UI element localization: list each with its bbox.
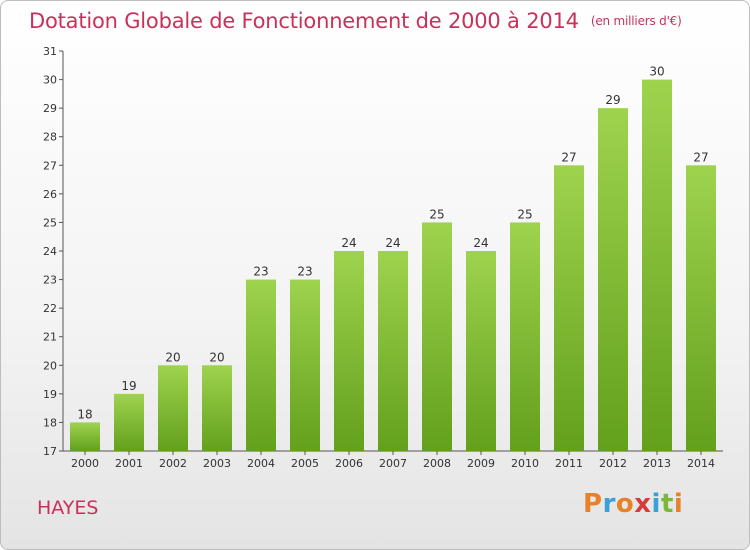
bar-2004[interactable] (246, 279, 276, 451)
data-label-2001: 19 (121, 379, 136, 393)
y-tick-label: 29 (43, 102, 57, 115)
logo-letter: t (660, 489, 674, 519)
chart-data-labels: 18 19 20 20 23 23 24 24 25 24 25 27 29 30 27 (77, 65, 708, 422)
y-tick-label: 18 (43, 416, 57, 429)
data-label-2014: 27 (693, 150, 708, 164)
x-tick-label: 2012 (599, 457, 627, 470)
logo-letter: i (651, 489, 661, 519)
data-label-2010: 25 (517, 207, 532, 221)
chart-title-text: Dotation Globale de Fonctionnement de 20… (29, 9, 579, 33)
logo-letter: o (615, 489, 635, 519)
bar-2009[interactable] (466, 251, 496, 451)
data-label-2011: 27 (561, 150, 576, 164)
data-label-2012: 29 (605, 93, 620, 107)
x-tick-label: 2000 (71, 457, 99, 470)
data-label-2000: 18 (77, 407, 92, 421)
y-tick-label: 20 (43, 359, 57, 372)
x-tick-label: 2011 (555, 457, 583, 470)
bar-2012[interactable] (598, 108, 628, 452)
bar-2001[interactable] (114, 393, 144, 451)
logo-letter: x (634, 489, 652, 519)
x-tick-label: 2014 (687, 457, 715, 470)
chart-bars (70, 79, 716, 452)
x-tick-label: 2010 (511, 457, 539, 470)
x-tick-label: 2013 (643, 457, 671, 470)
y-tick-label: 21 (43, 331, 57, 344)
chart-subtitle: (en milliers d'€) (590, 14, 682, 28)
data-label-2009: 24 (473, 236, 488, 250)
chart-axes: 17 18 19 20 21 22 23 24 25 26 27 28 29 30 31 2000 2001 20… (43, 45, 723, 470)
y-tick-label: 28 (43, 131, 57, 144)
y-tick-label: 30 (43, 74, 57, 87)
x-tick-label: 2003 (203, 457, 231, 470)
bar-2008[interactable] (422, 222, 452, 451)
y-tick-label: 27 (43, 159, 57, 172)
logo-letter: i (673, 489, 684, 519)
bar-2011[interactable] (554, 165, 584, 452)
data-label-2007: 24 (385, 236, 400, 250)
bar-2002[interactable] (158, 365, 188, 451)
bar-2000[interactable] (70, 422, 100, 451)
logo-letter: r (602, 489, 616, 519)
y-tick-label: 17 (43, 445, 57, 458)
data-label-2008: 25 (429, 207, 444, 221)
data-label-2003: 20 (209, 350, 224, 364)
commune-name: HAYES (37, 497, 99, 519)
bar-2006[interactable] (334, 251, 364, 451)
x-tick-label: 2001 (115, 457, 143, 470)
y-tick-label: 26 (43, 188, 57, 201)
x-tick-label: 2006 (335, 457, 363, 470)
data-label-2005: 23 (297, 265, 312, 279)
bar-2013[interactable] (642, 79, 672, 452)
bar-2010[interactable] (510, 222, 540, 451)
logo-letter: P (583, 489, 603, 519)
chart-title: Dotation Globale de Fonctionnement de 20… (29, 9, 682, 33)
x-tick-label: 2004 (247, 457, 275, 470)
data-label-2004: 23 (253, 265, 268, 279)
y-tick-label: 31 (43, 45, 57, 58)
bar-2005[interactable] (290, 279, 320, 451)
x-tick-label: 2009 (467, 457, 495, 470)
data-label-2006: 24 (341, 236, 356, 250)
x-tick-label: 2005 (291, 457, 319, 470)
bar-2014[interactable] (686, 165, 716, 452)
y-tick-label: 22 (43, 302, 57, 315)
data-label-2002: 20 (165, 350, 180, 364)
x-tick-label: 2007 (379, 457, 407, 470)
data-label-2013: 30 (649, 65, 664, 79)
y-tick-label: 23 (43, 274, 57, 287)
y-tick-label: 24 (43, 245, 57, 258)
bar-2007[interactable] (378, 251, 408, 451)
proxiti-logo[interactable]: Proxiti (583, 489, 683, 519)
y-tick-label: 25 (43, 216, 57, 229)
x-tick-label: 2002 (159, 457, 187, 470)
x-tick-label: 2008 (423, 457, 451, 470)
bar-2003[interactable] (202, 365, 232, 451)
y-tick-label: 19 (43, 388, 57, 401)
